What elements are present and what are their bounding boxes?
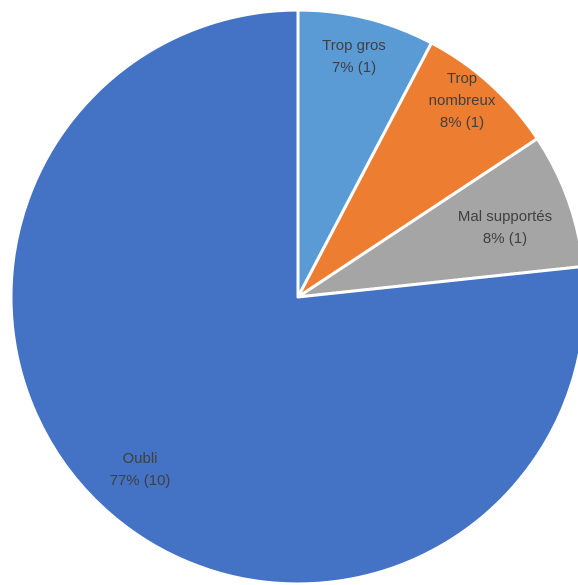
- slice-category-label: Mal supportés: [458, 208, 552, 225]
- data-label-oubli: Oubli 77% (10): [110, 450, 171, 489]
- pie-slice-mal-supportes: [296, 137, 578, 299]
- pie-slice-trop-nombreux: [296, 41, 539, 299]
- pie-slices: [9, 8, 578, 585]
- slice-value-label: 77% (10): [110, 472, 171, 489]
- slice-value-label: 7% (1): [332, 59, 376, 76]
- slice-category-label: Oubli: [122, 450, 157, 467]
- pie-slice-oubli: [9, 8, 578, 585]
- pie-slice-trop-gros: [296, 8, 433, 299]
- data-label-mal-supportes: Mal supportés 8% (1): [458, 208, 552, 247]
- slice-value-label: 8% (1): [440, 114, 484, 131]
- data-label-trop-gros: Trop gros 7% (1): [322, 37, 386, 76]
- data-labels: Trop gros 7% (1)Trop nombreux 8% (1)Mal sup…: [110, 37, 553, 489]
- slice-category-label: Trop gros: [322, 37, 386, 54]
- slice-value-label: 8% (1): [483, 230, 527, 247]
- slice-category-label: nombreux: [429, 92, 496, 109]
- data-label-trop-nombreux: Trop nombreux 8% (1): [429, 70, 496, 131]
- slice-category-label: Trop: [447, 70, 477, 87]
